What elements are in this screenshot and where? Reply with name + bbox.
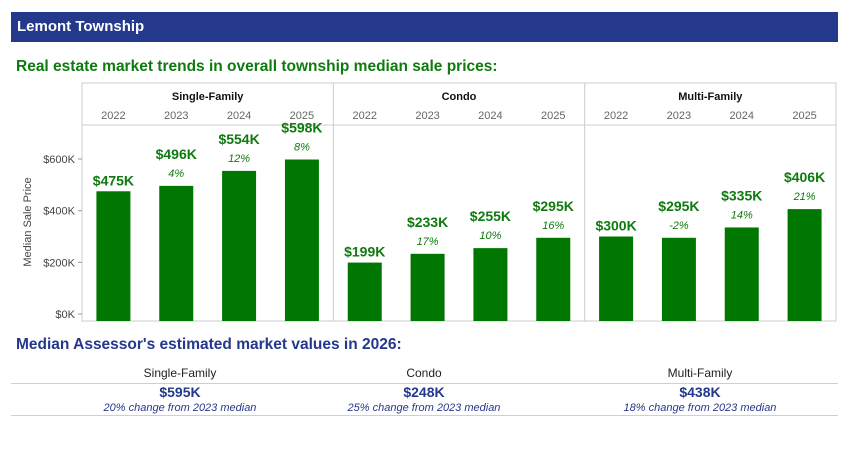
percent-change-label: 21%	[793, 191, 816, 203]
year-label: 2022	[353, 110, 377, 122]
panel-title: Multi-Family	[678, 91, 743, 103]
value-label: $300K	[595, 218, 636, 234]
bar	[96, 191, 131, 321]
year-label: 2023	[415, 110, 439, 122]
value-label: $598K	[281, 120, 322, 136]
township-banner: Lemont Township	[11, 12, 838, 42]
y-tick-label: $600K	[43, 154, 75, 166]
sale-price-chart: Median Sale Price $0K $200K $400K $600K Singl…	[22, 82, 837, 322]
value-label: $335K	[721, 187, 762, 203]
percent-change-label: -2%	[669, 220, 689, 232]
value-label: $199K	[344, 244, 385, 260]
year-label: 2025	[290, 110, 314, 122]
bar	[473, 248, 508, 321]
estimate-value: $595K	[159, 384, 201, 400]
percent-change-label: 10%	[479, 230, 501, 242]
chart-title: Real estate market trends in overall tow…	[16, 58, 498, 75]
bar	[284, 159, 319, 321]
year-label: 2022	[101, 110, 125, 122]
bar	[661, 237, 696, 321]
value-label: $255K	[470, 208, 511, 224]
year-label: 2024	[478, 110, 502, 122]
year-label: 2023	[164, 110, 188, 122]
estimate-change-note: 25% change from 2023 median	[347, 402, 501, 414]
panel-title: Single-Family	[172, 91, 244, 103]
bar	[410, 253, 445, 321]
bar	[222, 170, 257, 321]
estimate-change-note: 18% change from 2023 median	[623, 402, 777, 414]
bar	[536, 237, 571, 321]
estimate-category: Single-Family	[143, 366, 217, 380]
estimates-title: Median Assessor's estimated market value…	[16, 336, 402, 353]
plot-frame	[81, 82, 837, 322]
estimate-category: Multi-Family	[667, 366, 733, 380]
y-tick-label: $0K	[55, 309, 75, 321]
percent-change-label: 17%	[417, 236, 439, 248]
year-label: 2023	[667, 110, 691, 122]
value-label: $406K	[784, 169, 825, 185]
year-label: 2022	[604, 110, 628, 122]
estimate-change-note: 20% change from 2023 median	[103, 402, 257, 414]
estimate-single-family: Single-Family $595K 20% change from 2023…	[45, 364, 315, 415]
estimate-value: $438K	[679, 384, 721, 400]
value-label: $295K	[533, 198, 574, 214]
year-label: 2024	[227, 110, 251, 122]
bar	[724, 227, 759, 321]
value-label: $233K	[407, 214, 448, 230]
percent-change-label: 12%	[228, 153, 250, 165]
estimate-condo: Condo $248K 25% change from 2023 median	[289, 364, 559, 415]
percent-change-label: 4%	[168, 168, 184, 180]
estimates-divider-top	[11, 383, 838, 384]
value-label: $295K	[658, 198, 699, 214]
bar	[787, 209, 822, 321]
bar	[599, 236, 634, 321]
percent-change-label: 14%	[731, 209, 753, 221]
value-label: $475K	[93, 172, 134, 188]
percent-change-label: 16%	[542, 220, 564, 232]
year-label: 2025	[541, 110, 565, 122]
bar	[159, 185, 194, 321]
township-title: Lemont Township	[17, 18, 145, 35]
estimate-value: $248K	[403, 384, 445, 400]
y-axis-label: Median Sale Price	[22, 177, 34, 266]
y-tick-label: $400K	[43, 206, 75, 218]
bar	[347, 262, 382, 321]
value-label: $496K	[156, 146, 197, 162]
percent-change-label: 8%	[294, 142, 310, 154]
estimate-category: Condo	[406, 366, 442, 380]
estimate-multi-family: Multi-Family $438K 18% change from 2023 …	[565, 364, 835, 415]
panel-title: Condo	[442, 91, 477, 103]
year-label: 2024	[730, 110, 754, 122]
value-label: $554K	[218, 131, 259, 147]
y-tick-label: $200K	[43, 257, 75, 269]
year-label: 2025	[792, 110, 816, 122]
estimates-divider-bottom	[11, 415, 838, 416]
